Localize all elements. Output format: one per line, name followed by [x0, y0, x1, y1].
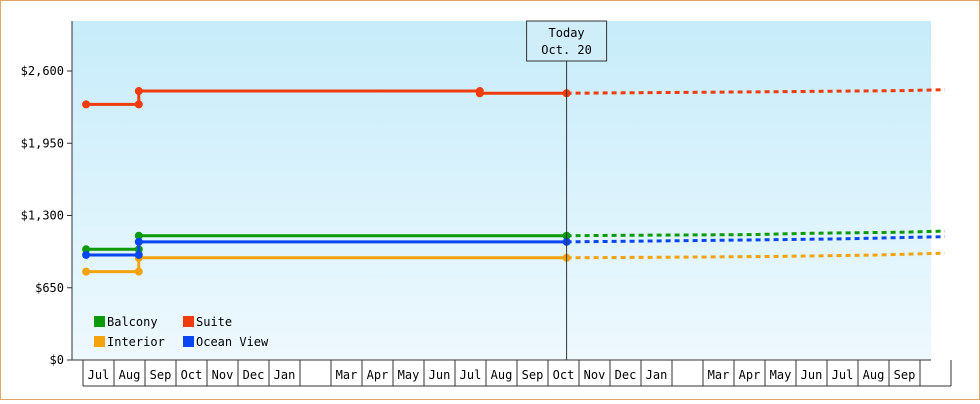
series-line	[86, 256, 567, 274]
legend-entry: Suite	[183, 315, 232, 329]
forecast-line	[566, 235, 945, 244]
series-line	[86, 89, 567, 106]
data-point	[82, 245, 91, 254]
today-box	[526, 20, 608, 62]
x-tick-label: May	[398, 368, 420, 382]
y-tick-label: $2,600	[21, 64, 64, 78]
data-point	[134, 237, 143, 246]
series-line	[86, 240, 567, 257]
x-tick-label: Nov	[584, 368, 606, 382]
legend-entry: Interior	[94, 335, 165, 349]
series-layer	[82, 87, 945, 276]
data-point	[82, 250, 91, 259]
today-label: Today	[549, 26, 585, 40]
legend-label: Ocean View	[196, 335, 269, 349]
legend-swatch	[94, 336, 105, 347]
x-tick-label: Apr	[367, 368, 389, 382]
x-tick-label: Jun	[429, 368, 451, 382]
data-point	[82, 100, 91, 109]
series-ocean-view	[82, 235, 945, 259]
legend: Balcony Suite Interior Ocean View	[94, 315, 269, 349]
x-tick-label: Jan	[646, 368, 668, 382]
x-tick-label: Dec	[615, 368, 637, 382]
x-tick-label: Jul	[460, 368, 482, 382]
data-point	[82, 267, 91, 276]
x-tick-label: Jul	[832, 368, 854, 382]
x-tick-label: Sep	[522, 368, 544, 382]
x-tick-label: Jan	[274, 368, 296, 382]
x-tick-label: Mar	[336, 368, 358, 382]
series-suite	[82, 87, 945, 109]
y-tick-label: $0	[50, 353, 64, 367]
x-tick-label: Aug	[863, 368, 885, 382]
x-tick-label: May	[770, 368, 792, 382]
y-tick-label: $650	[35, 281, 64, 295]
x-tick-label: Oct	[553, 368, 575, 382]
x-tick-label: Nov	[212, 368, 234, 382]
x-tick-label: Sep	[150, 368, 172, 382]
legend-label: Suite	[196, 315, 232, 329]
x-tick-label: Oct	[181, 368, 203, 382]
legend-swatch	[183, 336, 194, 347]
forecast-line	[566, 88, 945, 95]
legend-label: Balcony	[107, 315, 158, 329]
today-marker: Today Oct. 20	[526, 20, 608, 360]
x-tick-label: Dec	[243, 368, 265, 382]
x-tick-label: Apr	[739, 368, 761, 382]
x-tick-label: Jun	[801, 368, 823, 382]
axes: $0 $650 $1,300 $1,950 $2,600 Jul Aug Sep Oct Nov D…	[21, 21, 952, 387]
x-tick-label: Sep	[894, 368, 916, 382]
legend-swatch	[94, 316, 105, 327]
x-tick-label: Jul	[88, 368, 110, 382]
y-tick-label: $1,950	[21, 136, 64, 150]
y-tick-label: $1,300	[21, 209, 64, 223]
today-date: Oct. 20	[541, 43, 592, 57]
legend-swatch	[183, 316, 194, 327]
data-point	[134, 87, 143, 96]
plot-background	[72, 21, 931, 360]
legend-entry: Ocean View	[183, 335, 269, 349]
data-point	[134, 100, 143, 109]
legend-entry: Balcony	[94, 315, 158, 329]
x-tick-label: Mar	[708, 368, 730, 382]
data-point	[134, 231, 143, 240]
legend-label: Interior	[107, 335, 165, 349]
data-point	[134, 250, 143, 259]
data-point	[134, 267, 143, 276]
forecast-line	[566, 229, 945, 238]
x-tick-label: Aug	[491, 368, 513, 382]
x-tick-label: Aug	[119, 368, 141, 382]
data-point	[475, 89, 484, 98]
